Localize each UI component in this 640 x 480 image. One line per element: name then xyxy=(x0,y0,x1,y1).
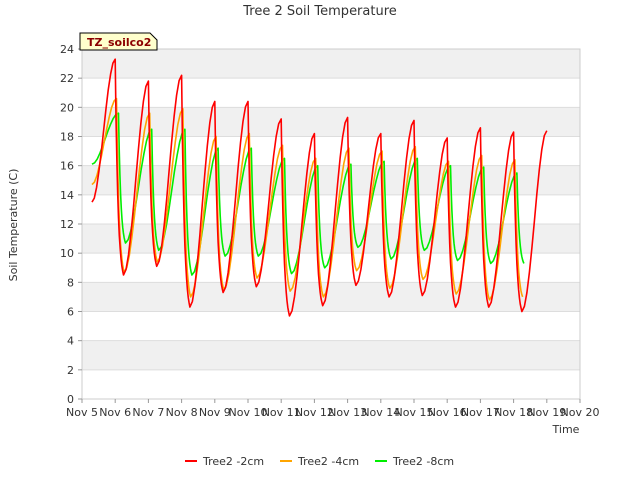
x-tick-label: Nov 12 xyxy=(295,406,334,419)
y-tick-label: 6 xyxy=(67,306,74,319)
y-tick-label: 4 xyxy=(67,335,74,348)
x-axis-label: Time xyxy=(552,423,580,436)
x-tick-label: Nov 19 xyxy=(527,406,566,419)
x-tick-label: Nov 18 xyxy=(494,406,533,419)
x-tick-label: Nov 15 xyxy=(395,406,434,419)
x-tick-label: Nov 20 xyxy=(561,406,600,419)
legend-label: Tree2 -2cm xyxy=(202,455,264,468)
legend-item: Tree2 -2cm xyxy=(185,455,264,468)
x-tick-label: Nov 13 xyxy=(328,406,367,419)
y-tick-label: 24 xyxy=(60,43,74,56)
chart-title: Tree 2 Soil Temperature xyxy=(242,4,397,19)
station-badge: TZ_soilco2 xyxy=(79,32,158,51)
x-tick-label: Nov 6 xyxy=(99,406,131,419)
y-tick-label: 14 xyxy=(60,189,74,202)
x-tick-label: Nov 17 xyxy=(461,406,500,419)
band xyxy=(82,340,580,370)
x-tick-label: Nov 8 xyxy=(166,406,198,419)
series-lines xyxy=(91,58,548,317)
y-tick-label: 10 xyxy=(60,247,74,260)
series-line-tree2-4cm xyxy=(91,97,524,301)
y-tick-label: 0 xyxy=(67,393,74,406)
y-tick-label: 12 xyxy=(60,218,74,231)
x-tick-label: Nov 7 xyxy=(132,406,164,419)
y-axis-label: Soil Temperature (C) xyxy=(7,169,20,282)
band xyxy=(82,49,580,79)
legend-label: Tree2 -8cm xyxy=(392,455,454,468)
legend-label: Tree2 -4cm xyxy=(297,455,359,468)
band xyxy=(82,282,580,312)
band xyxy=(82,165,580,195)
legend-item: Tree2 -4cm xyxy=(280,455,359,468)
plot-background-bands xyxy=(82,49,580,370)
x-tick-label: Nov 9 xyxy=(199,406,231,419)
x-tick-label: Nov 16 xyxy=(428,406,467,419)
legend-item: Tree2 -8cm xyxy=(375,455,454,468)
y-tick-label: 8 xyxy=(67,276,74,289)
badge-shape xyxy=(79,32,158,51)
y-tick-label: 18 xyxy=(60,131,74,144)
y-tick-label: 2 xyxy=(67,364,74,377)
legend: Tree2 -2cm Tree2 -4cm Tree2 -8cm xyxy=(185,455,454,468)
band xyxy=(82,107,580,137)
x-tick-label: Nov 10 xyxy=(229,406,268,419)
badge-text: TZ_soilco2 xyxy=(87,36,151,49)
y-tick-label: 20 xyxy=(60,101,74,114)
y-tick-label: 16 xyxy=(60,160,74,173)
x-tick-label: Nov 14 xyxy=(361,406,400,419)
series-line-tree2-2cm xyxy=(91,58,548,317)
x-tick-label: Nov 5 xyxy=(66,406,98,419)
series-line-tree2-8cm xyxy=(91,112,525,276)
x-tick-label: Nov 11 xyxy=(262,406,301,419)
y-tick-label: 22 xyxy=(60,72,74,85)
